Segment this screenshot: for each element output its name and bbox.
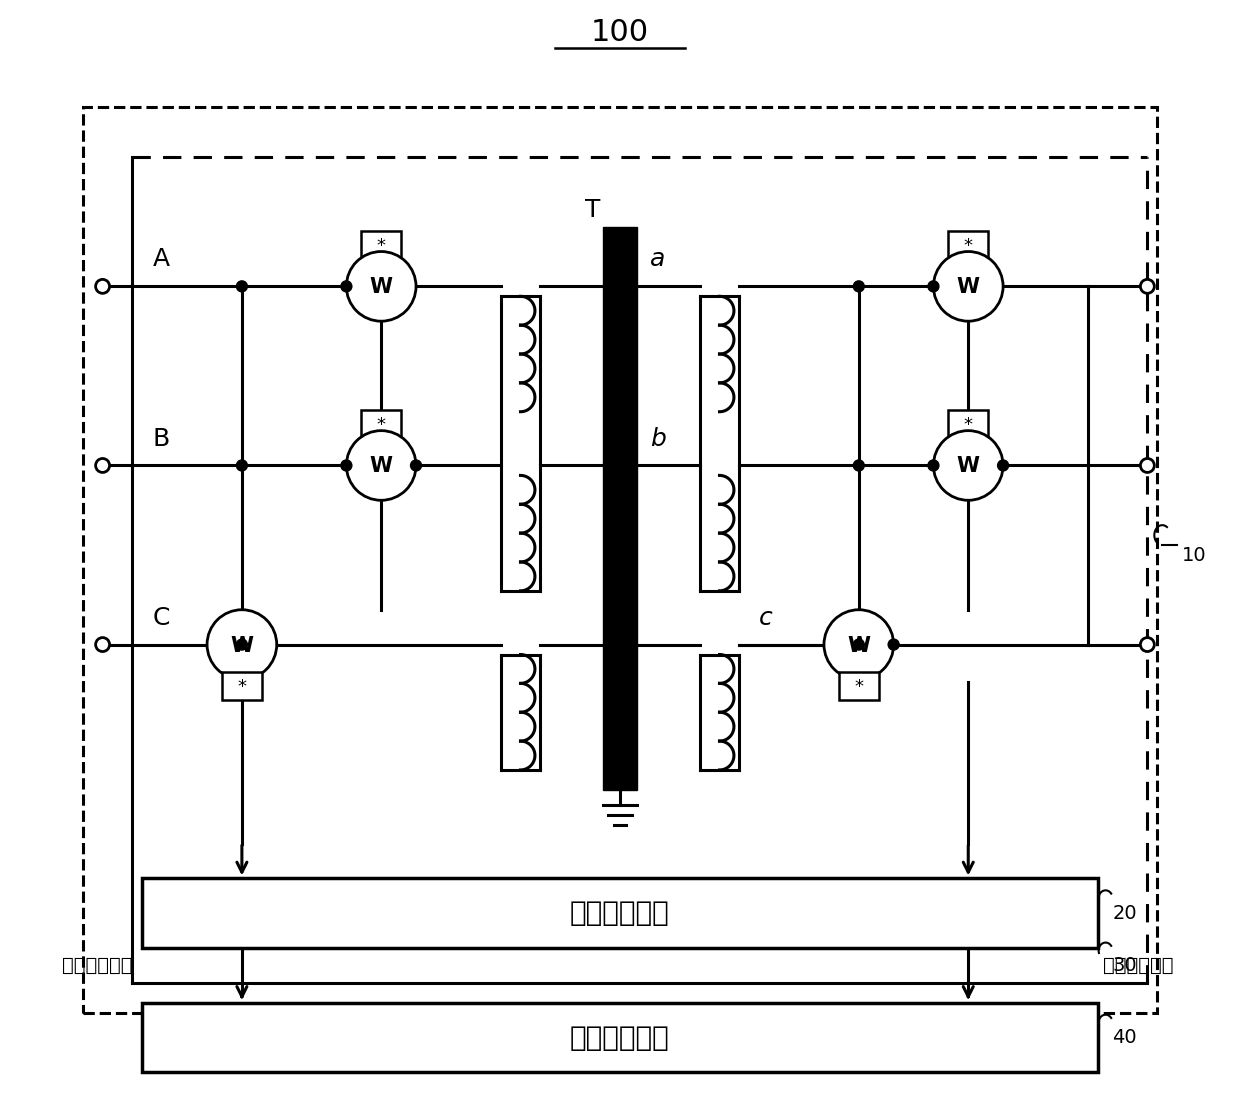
Circle shape — [346, 252, 417, 321]
Text: *: * — [854, 678, 863, 697]
Text: W: W — [847, 636, 870, 656]
Circle shape — [853, 460, 864, 471]
Circle shape — [853, 639, 864, 650]
Circle shape — [1141, 638, 1154, 651]
Text: 数据处理单元: 数据处理单元 — [570, 899, 670, 928]
Text: 100: 100 — [591, 18, 649, 47]
Text: a: a — [650, 248, 665, 271]
Text: W: W — [370, 278, 393, 298]
Text: W: W — [957, 456, 980, 476]
Bar — [949, 231, 988, 259]
Circle shape — [237, 639, 247, 650]
Circle shape — [934, 252, 1003, 321]
Circle shape — [237, 281, 247, 292]
Text: W: W — [957, 278, 980, 298]
Circle shape — [341, 281, 352, 292]
Bar — [839, 672, 879, 700]
Circle shape — [341, 460, 352, 471]
Circle shape — [928, 281, 939, 292]
Text: *: * — [963, 416, 972, 434]
Circle shape — [95, 280, 109, 293]
Text: *: * — [377, 236, 386, 254]
Circle shape — [853, 281, 864, 292]
Text: *: * — [377, 416, 386, 434]
Bar — [143, 879, 1097, 948]
Circle shape — [888, 639, 899, 650]
Circle shape — [410, 460, 422, 471]
Text: A: A — [153, 248, 170, 271]
Circle shape — [823, 610, 894, 679]
Text: b: b — [650, 427, 666, 450]
Polygon shape — [603, 226, 637, 789]
Text: B: B — [153, 427, 170, 450]
Circle shape — [934, 430, 1003, 501]
Text: 数据传输单元: 数据传输单元 — [1102, 956, 1173, 975]
Circle shape — [207, 610, 277, 679]
Text: 故障诊断单元: 故障诊断单元 — [570, 1024, 670, 1051]
Bar — [143, 1002, 1097, 1073]
Bar — [222, 672, 262, 700]
Bar — [361, 409, 401, 437]
Circle shape — [1141, 280, 1154, 293]
Text: 40: 40 — [1112, 1028, 1137, 1047]
Text: c: c — [759, 605, 773, 630]
Circle shape — [95, 638, 109, 651]
Circle shape — [237, 460, 247, 471]
Text: C: C — [153, 605, 170, 630]
Text: *: * — [963, 236, 972, 254]
Text: 30: 30 — [1112, 956, 1137, 975]
Text: 20: 20 — [1112, 904, 1137, 923]
Text: 数据传输单元: 数据传输单元 — [62, 956, 133, 975]
Text: W: W — [370, 456, 393, 476]
Circle shape — [346, 430, 417, 501]
Text: *: * — [237, 678, 247, 697]
Circle shape — [95, 458, 109, 473]
Text: 10: 10 — [1182, 545, 1207, 564]
Text: W: W — [231, 636, 253, 656]
Circle shape — [1141, 458, 1154, 473]
Bar — [361, 231, 401, 259]
Circle shape — [998, 460, 1008, 471]
Bar — [83, 107, 1157, 1012]
Bar — [949, 409, 988, 437]
Text: T: T — [585, 197, 600, 222]
Circle shape — [928, 460, 939, 471]
